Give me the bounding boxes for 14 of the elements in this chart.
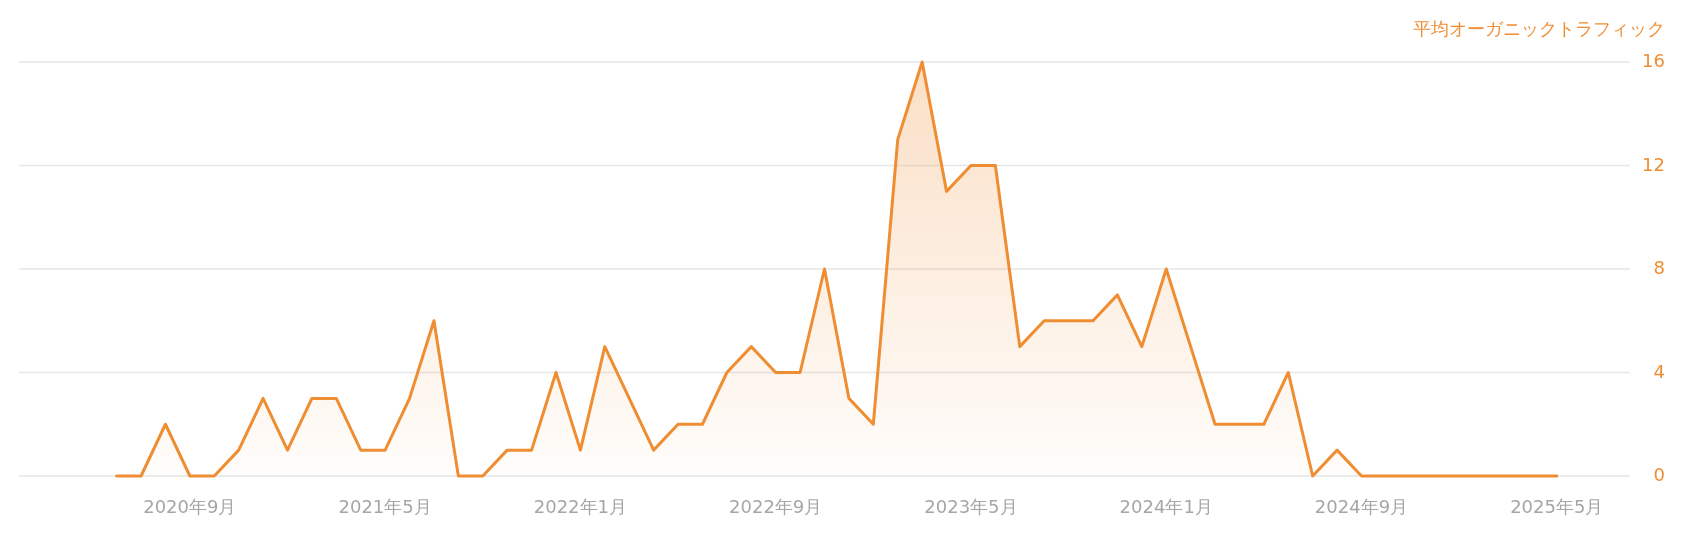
x-tick-label: 2020年9月 bbox=[143, 496, 237, 517]
x-tick-label: 2022年9月 bbox=[729, 496, 823, 517]
y-tick-label: 12 bbox=[1642, 153, 1665, 175]
x-tick-label: 2023年5月 bbox=[924, 496, 1018, 517]
x-tick-label: 2021年5月 bbox=[338, 496, 432, 517]
y-axis-title: 平均オーガニックトラフィック bbox=[1413, 18, 1665, 39]
x-tick-label: 2024年9月 bbox=[1314, 496, 1409, 517]
x-tick-label: 2025年5月 bbox=[1510, 496, 1604, 517]
y-tick-label: 16 bbox=[1642, 50, 1665, 71]
y-tick-label: 8 bbox=[1653, 257, 1665, 278]
y-tick-label: 0 bbox=[1653, 464, 1665, 485]
y-tick-label: 4 bbox=[1653, 360, 1665, 382]
x-tick-label: 2024年1月 bbox=[1119, 496, 1213, 517]
x-tick-label: 2022年1月 bbox=[533, 496, 628, 517]
